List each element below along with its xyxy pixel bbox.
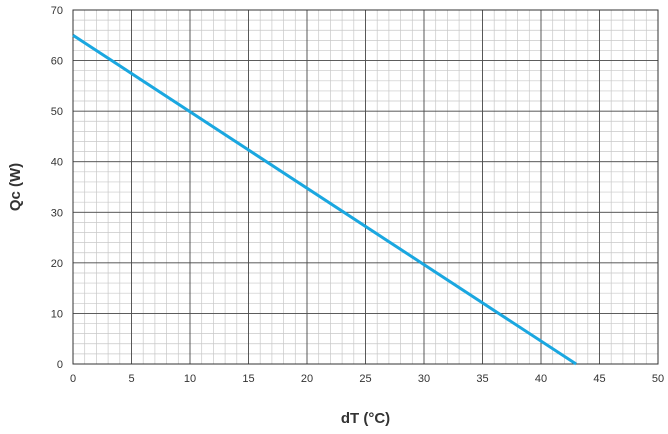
x-tick-label: 40 — [535, 373, 547, 385]
x-tick-label: 45 — [593, 373, 605, 385]
y-axis-label: Qc (W) — [7, 163, 24, 211]
y-tick-label: 20 — [51, 258, 63, 270]
x-tick-label: 0 — [70, 373, 76, 385]
y-tick-label: 30 — [51, 207, 63, 219]
y-axis-ticks: 0 10 20 30 40 50 60 70 — [51, 5, 63, 371]
x-tick-label: 5 — [128, 373, 134, 385]
x-axis-ticks: 0 5 10 15 20 25 30 35 40 45 50 — [70, 373, 664, 385]
x-tick-label: 30 — [418, 373, 430, 385]
x-tick-label: 10 — [184, 373, 196, 385]
major-grid — [72, 9, 659, 365]
plot-frame — [72, 9, 659, 365]
x-axis-label: dT (°C) — [341, 410, 390, 427]
series-line — [72, 34, 577, 366]
x-tick-label: 35 — [476, 373, 488, 385]
y-tick-label: 0 — [57, 359, 63, 371]
x-tick-label: 50 — [652, 373, 664, 385]
y-tick-label: 50 — [51, 106, 63, 118]
y-tick-label: 10 — [51, 308, 63, 320]
x-tick-label: 25 — [359, 373, 371, 385]
x-tick-label: 20 — [301, 373, 313, 385]
y-tick-label: 40 — [51, 157, 63, 169]
series-layer — [72, 34, 577, 366]
y-tick-label: 60 — [51, 56, 63, 68]
x-tick-label: 15 — [242, 373, 254, 385]
y-tick-label: 70 — [51, 5, 63, 17]
